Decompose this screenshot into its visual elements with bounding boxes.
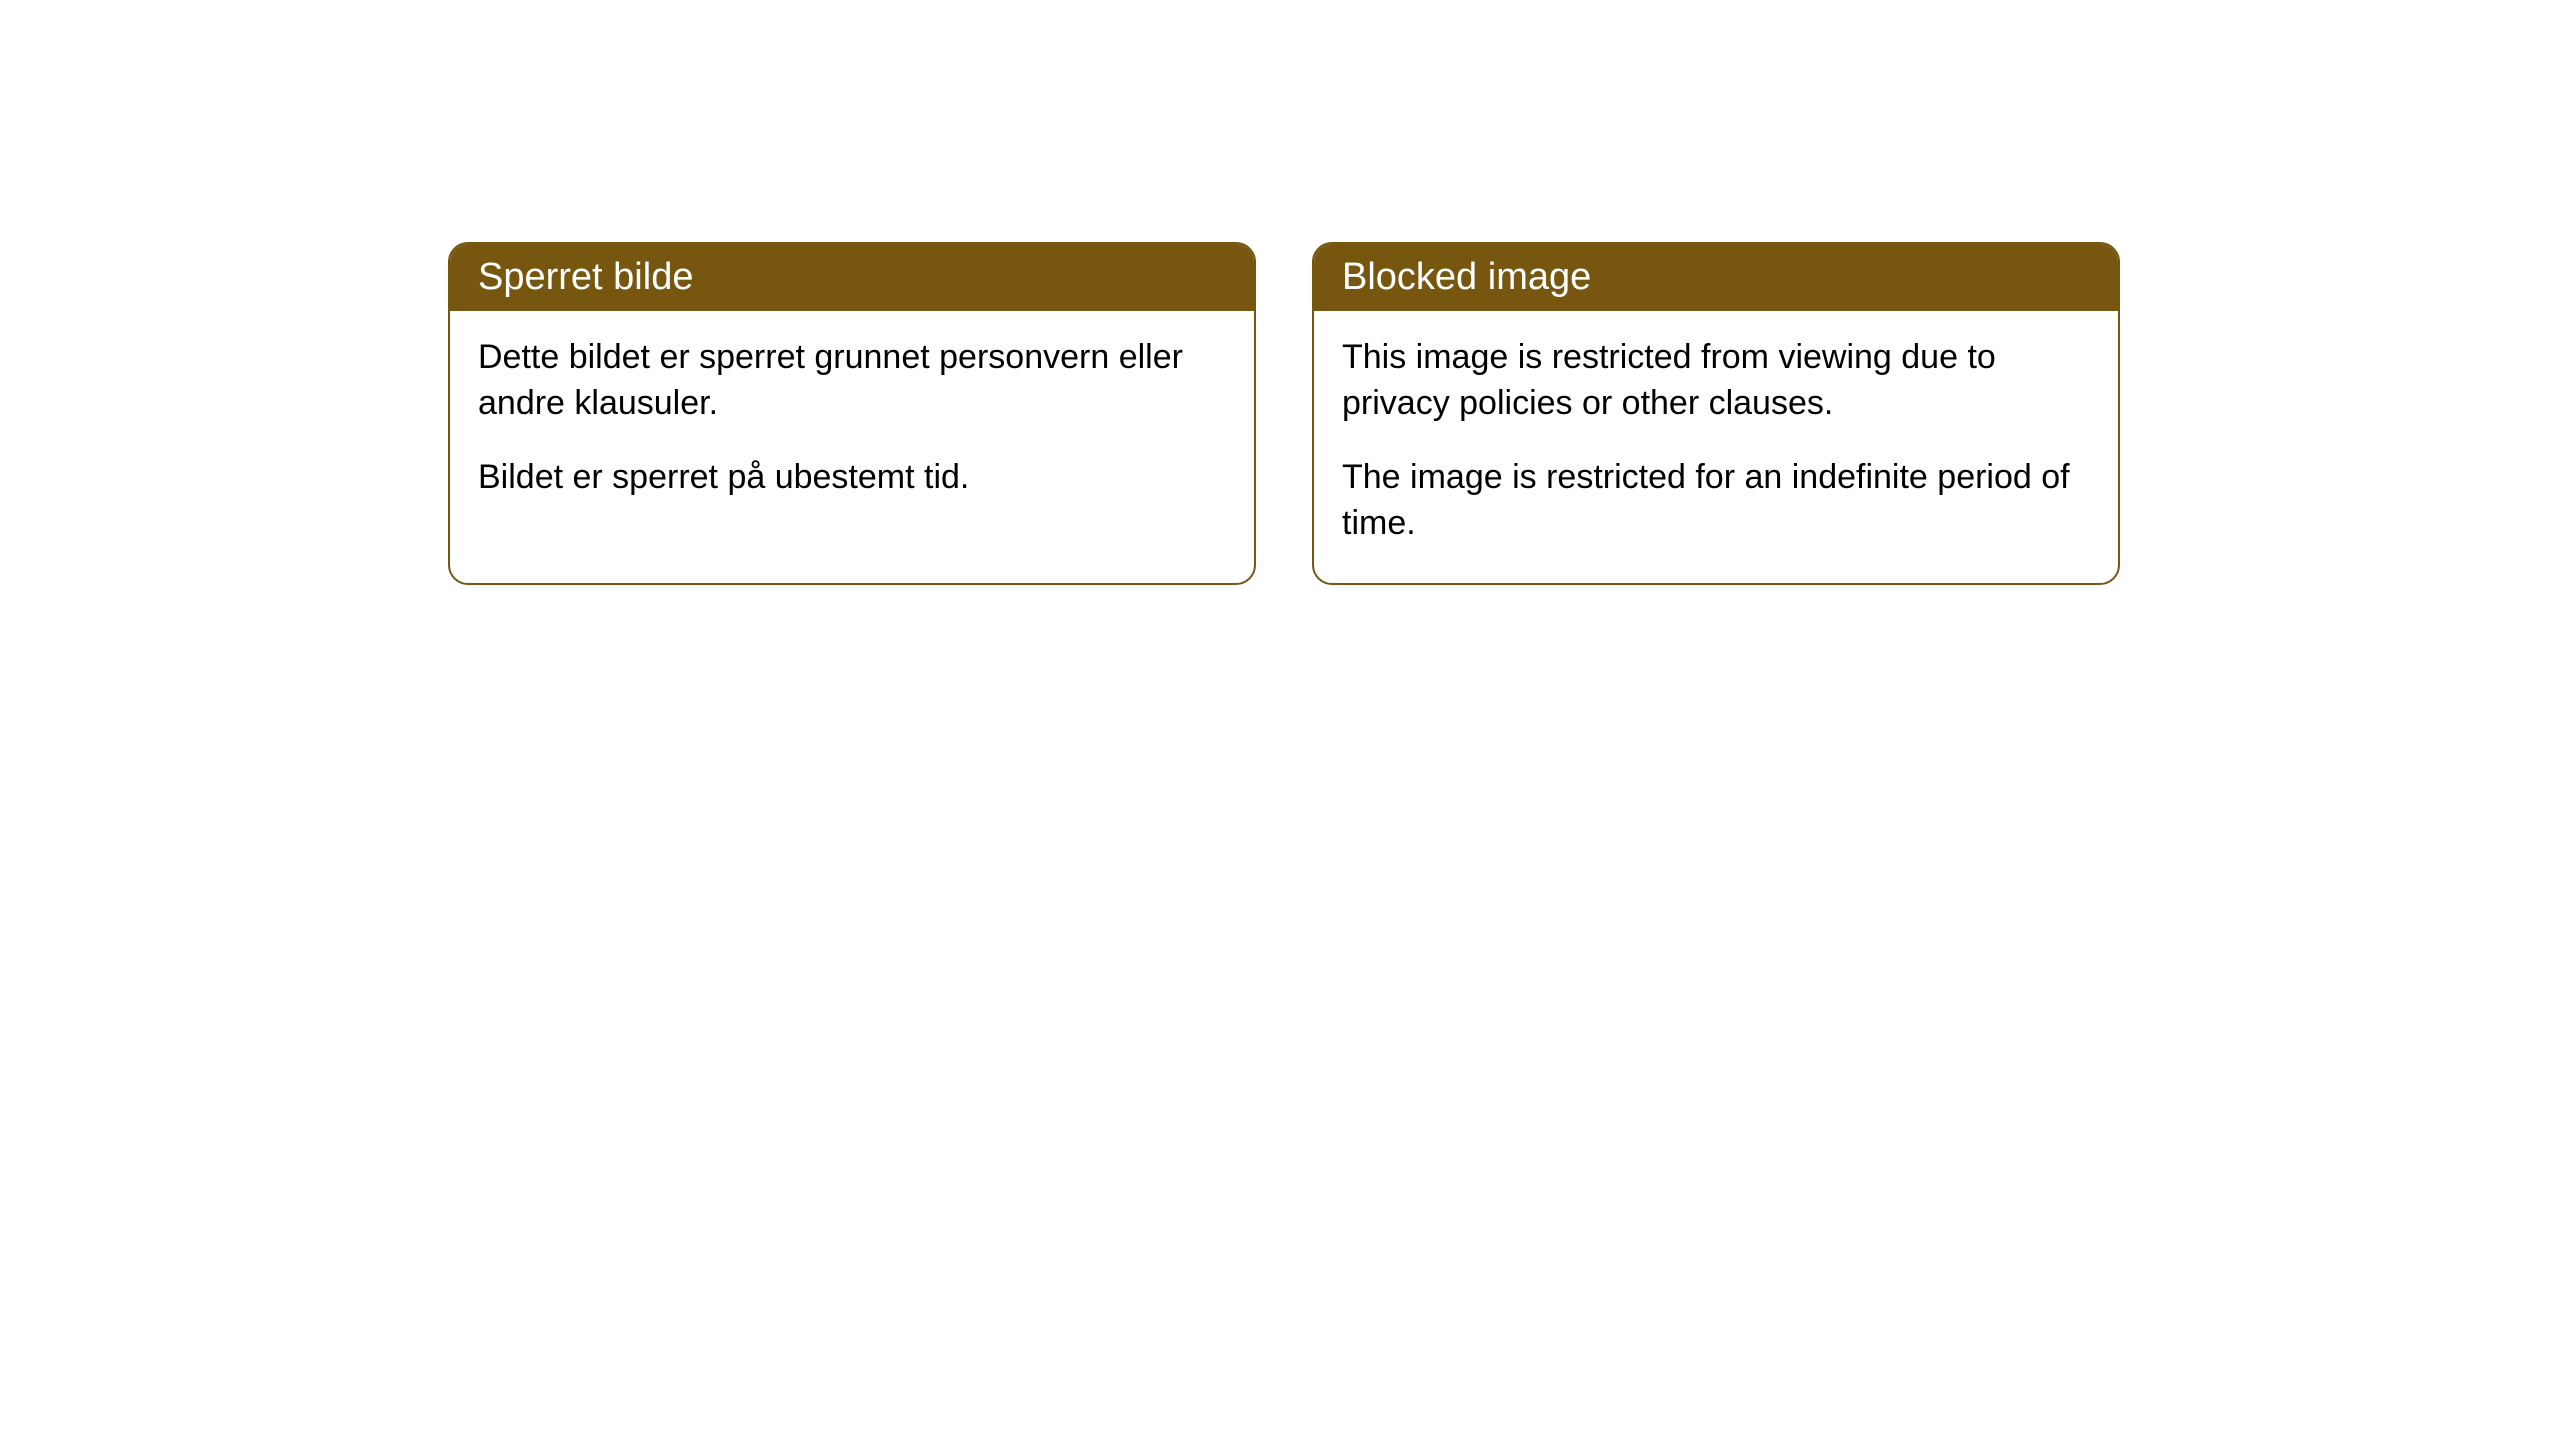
- card-text-norwegian-1: Dette bildet er sperret grunnet personve…: [478, 335, 1226, 427]
- card-header-norwegian: Sperret bilde: [450, 244, 1254, 311]
- card-text-norwegian-2: Bildet er sperret på ubestemt tid.: [478, 455, 1226, 501]
- card-norwegian: Sperret bilde Dette bildet er sperret gr…: [448, 242, 1256, 585]
- card-text-english-1: This image is restricted from viewing du…: [1342, 335, 2090, 427]
- card-header-english: Blocked image: [1314, 244, 2118, 311]
- card-english: Blocked image This image is restricted f…: [1312, 242, 2120, 585]
- card-body-english: This image is restricted from viewing du…: [1314, 311, 2118, 583]
- cards-container: Sperret bilde Dette bildet er sperret gr…: [448, 242, 2120, 585]
- card-text-english-2: The image is restricted for an indefinit…: [1342, 455, 2090, 547]
- card-body-norwegian: Dette bildet er sperret grunnet personve…: [450, 311, 1254, 537]
